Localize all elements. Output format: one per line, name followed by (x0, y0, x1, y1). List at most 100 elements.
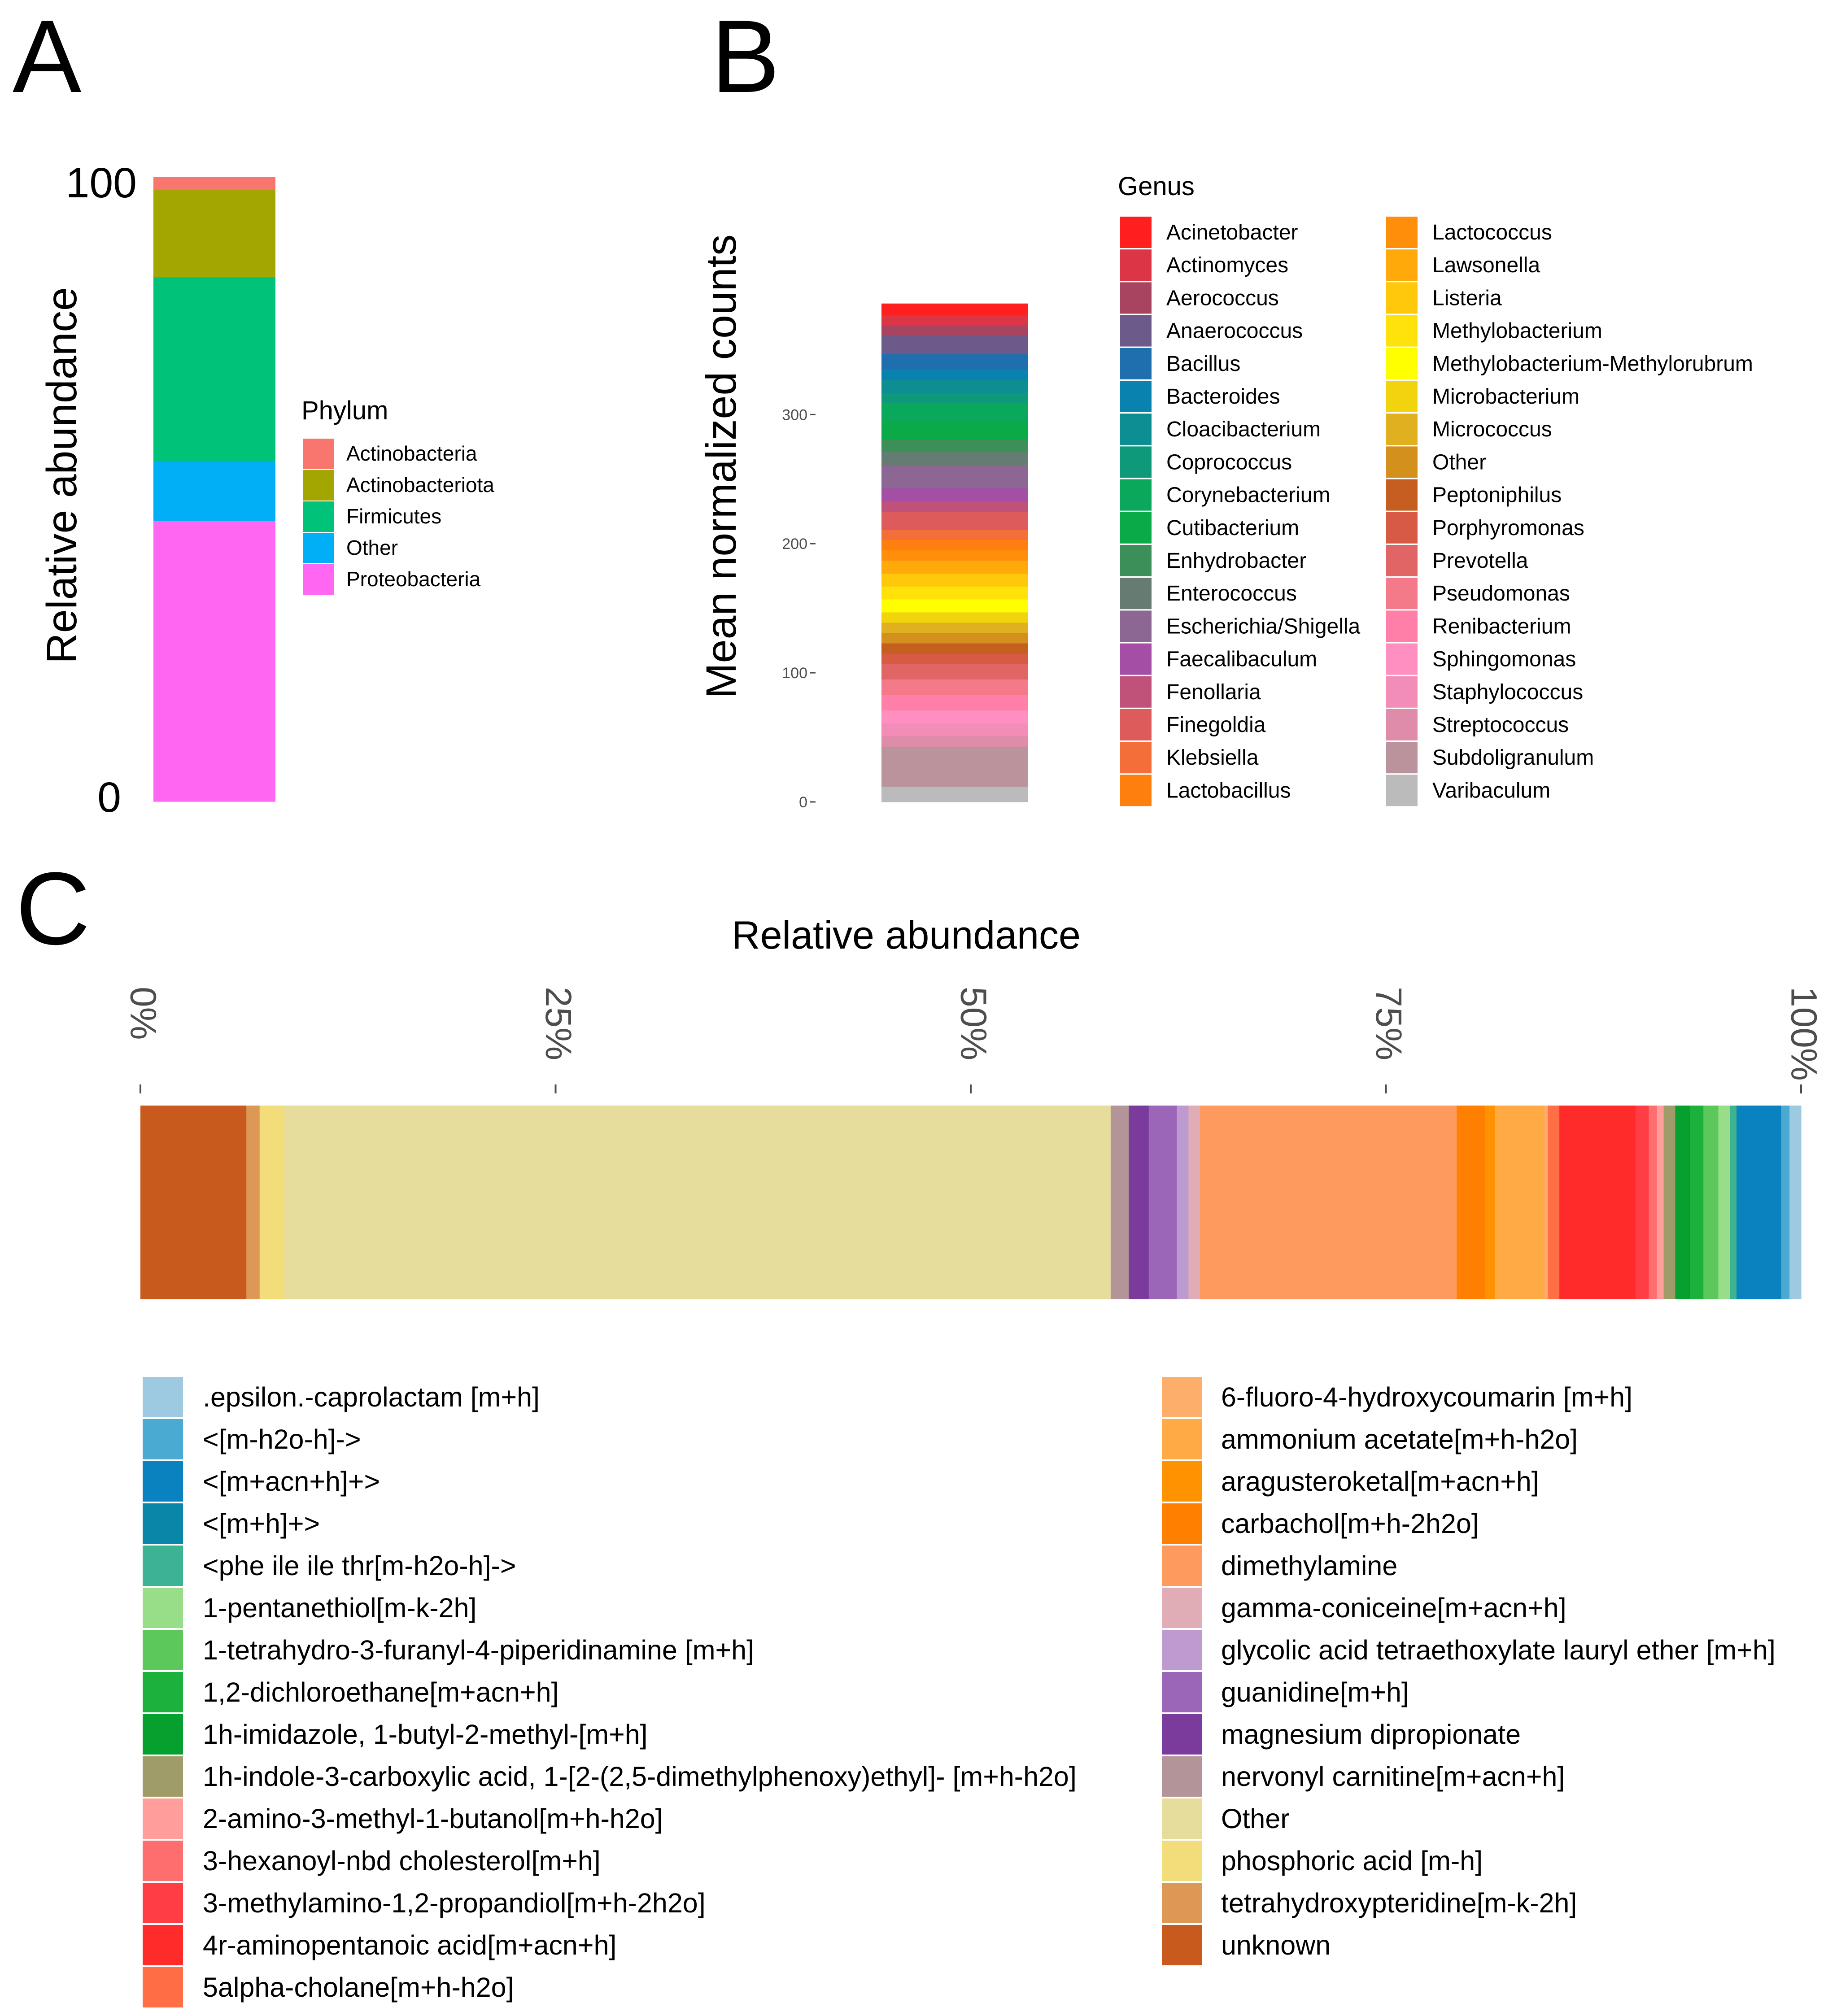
legend-label-actinobacteria: Actinobacteria (346, 442, 477, 465)
bar-segment-fenollaria (881, 501, 1028, 512)
bar-segment-coprococcus (881, 392, 1028, 404)
legend-label-4r-aminopentanoic-acid-m-acn-h: 4r-aminopentanoic acid[m+acn+h] (203, 1930, 616, 1960)
panel-b-stacked-bar (881, 303, 1028, 802)
legend-key-phe-ile-ile-thr-m-h2o-h (143, 1546, 183, 1586)
legend-key-1h-indole-3-carboxylic-acid-1-2-2-5-dimethylphenoxy-ethyl-m-h-h2o (143, 1756, 183, 1797)
legend-key-cutibacterium (1120, 512, 1152, 544)
legend-key-staphylococcus (1386, 676, 1418, 708)
legend-label-lactococcus: Lactococcus (1432, 221, 1552, 244)
legend-label-carbachol-m-h-2h2o: carbachol[m+h-2h2o] (1221, 1508, 1479, 1539)
legend-key-5alpha-cholane-m-h-h2o (143, 1967, 183, 2007)
legend-key-anaerococcus (1120, 315, 1152, 347)
panel-b-legend: Acinetobacter Actinomyces Aerococcus Anaero… (1120, 217, 1753, 806)
bar-segment-bacteroides (881, 369, 1028, 380)
legend-label-escherichia-shigella: Escherichia/Shigella (1166, 614, 1361, 638)
legend-label-cutibacterium: Cutibacterium (1166, 516, 1299, 540)
legend-key-bacillus (1120, 348, 1152, 379)
legend-label-unknown: unknown (1221, 1930, 1331, 1960)
legend-key-actinobacteriota (303, 470, 334, 501)
bar-segment-lawsonella (881, 560, 1028, 574)
bar-segment-prevotella (881, 663, 1028, 680)
bar-segment-microbacterium (881, 612, 1028, 623)
legend-label-lawsonella: Lawsonella (1432, 253, 1540, 277)
legend-key-fenollaria (1120, 676, 1152, 708)
bar-segment-micrococcus (881, 622, 1028, 633)
bar-segment-streptococcus (881, 736, 1028, 747)
panel-a-stacked-bar (153, 177, 275, 802)
y-tick-label-300: 300 (782, 406, 807, 423)
bar-segment-lactobacillus (881, 540, 1028, 551)
panel-b: B Mean normalized counts 0 100 200 300 Genu… (698, 0, 1753, 811)
legend-label-1-2-dichloroethane-m-acn-h: 1,2-dichloroethane[m+acn+h] (203, 1677, 559, 1707)
legend-label-3-hexanoyl-nbd-cholesterol-m-h: 3-hexanoyl-nbd cholesterol[m+h] (203, 1846, 601, 1876)
legend-label-listeria: Listeria (1432, 286, 1502, 310)
bar-segment-escherichia-shigella (881, 465, 1028, 489)
panel-a-ylabel: Relative abundance (38, 287, 86, 664)
bar-segment-ammonium-acetate-m-h-h2o (1495, 1106, 1545, 1299)
legend-key-tetrahydroxypteridine-m-k-2h (1162, 1883, 1202, 1923)
panel-c-x-axis: 0% 25% 50% 75% 100% (122, 987, 1824, 1093)
bar-segment-klebsiella (881, 529, 1028, 540)
panel-c-title: Relative abundance (732, 913, 1081, 957)
legend-key-sphingomonas (1386, 643, 1418, 675)
legend-key-streptococcus (1386, 709, 1418, 740)
legend-key-nervonyl-carnitine-m-acn-h (1162, 1756, 1202, 1797)
bar-segment-carbachol-m-h-2h2o (1457, 1106, 1485, 1299)
legend-label-phe-ile-ile-thr-m-h2o-h: <phe ile ile thr[m-h2o-h]-> (203, 1550, 516, 1581)
bar-segment-1-2-dichloroethane-m-acn-h (1690, 1106, 1704, 1299)
legend-key-corynebacterium (1120, 479, 1152, 511)
bar-segment-1h-imidazole-1-butyl-2-methyl-m-h (1675, 1106, 1691, 1299)
legend-key-1-tetrahydro-3-furanyl-4-piperidinamine-m-h (143, 1630, 183, 1670)
bar-segment-guanidine-m-h (1148, 1106, 1178, 1299)
legend-key-klebsiella (1120, 742, 1152, 774)
legend-label-1h-indole-3-carboxylic-acid-1-2-2-5-dimethylphenoxy-ethyl-m-h-h2o: 1h-indole-3-carboxylic acid, 1-[2-(2,5-d… (203, 1761, 1077, 1792)
legend-label-1-tetrahydro-3-furanyl-4-piperidinamine-m-h: 1-tetrahydro-3-furanyl-4-piperidinamine … (203, 1635, 754, 1665)
legend-key-1-pentanethiol-m-k-2h (143, 1588, 183, 1628)
legend-label-actinomyces: Actinomyces (1166, 253, 1288, 277)
panel-a-legend-title: Phylum (301, 396, 388, 425)
legend-key-proteobacteria (303, 564, 334, 595)
legend-key-aragusteroketal-m-acn-h (1162, 1461, 1202, 1502)
panel-a-ytick-bottom: 0 (97, 774, 121, 821)
panel-c-legend: .epsilon.-caprolactam [m+h] <[m-h2o-h]-> <… (143, 1377, 1776, 2007)
legend-key-gamma-coniceine-m-acn-h (1162, 1588, 1202, 1628)
legend-key-phosphoric-acid-m-h (1162, 1841, 1202, 1881)
panel-c-label: C (16, 851, 90, 966)
bar-segment-1h-indole-3-carboxylic-acid-1-2-2-5-dimethylphenoxy-ethyl-m-h-h2o (1663, 1106, 1676, 1299)
legend-label-ammonium-acetate-m-h-h2o: ammonium acetate[m+h-h2o] (1221, 1424, 1578, 1454)
x-tick-label-25: 25% (538, 987, 579, 1060)
bar-segment-listeria (881, 573, 1028, 587)
legend-key-epsilon-caprolactam-m-h (143, 1377, 183, 1417)
legend-label-other: Other (1432, 450, 1486, 474)
legend-key-enhydrobacter (1120, 545, 1152, 576)
legend-key-micrococcus (1386, 414, 1418, 445)
legend-key-actinobacteria (303, 439, 334, 469)
legend-label-actinobacteriota: Actinobacteriota (346, 473, 494, 496)
legend-label-glycolic-acid-tetraethoxylate-lauryl-ether-m-h: glycolic acid tetraethoxylate lauryl eth… (1221, 1635, 1776, 1665)
legend-label-bacteroides: Bacteroides (1166, 385, 1280, 409)
legend-label-aerococcus: Aerococcus (1166, 286, 1279, 310)
bar-segment-methylobacterium-methylorubrum (881, 599, 1028, 613)
bar-segment-other (153, 461, 275, 521)
legend-label-finegoldia: Finegoldia (1166, 713, 1266, 737)
legend-label-firmicutes: Firmicutes (346, 505, 441, 528)
bar-segment-proteobacteria (153, 520, 275, 802)
legend-label-guanidine-m-h: guanidine[m+h] (1221, 1677, 1409, 1707)
legend-label-corynebacterium: Corynebacterium (1166, 483, 1330, 507)
legend-key-varibaculum (1386, 775, 1418, 806)
legend-label-micrococcus: Micrococcus (1432, 418, 1552, 441)
legend-key-methylobacterium (1386, 315, 1418, 347)
legend-key-actinomyces (1120, 249, 1152, 281)
legend-key-carbachol-m-h-2h2o (1162, 1503, 1202, 1544)
legend-key-listeria (1386, 282, 1418, 314)
legend-label-aragusteroketal-m-acn-h: aragusteroketal[m+acn+h] (1221, 1466, 1539, 1497)
legend-label-coprococcus: Coprococcus (1166, 450, 1292, 474)
legend-label-prevotella: Prevotella (1432, 549, 1528, 573)
legend-label-fenollaria: Fenollaria (1166, 680, 1261, 704)
bar-segment-corynebacterium (881, 403, 1028, 422)
legend-label-porphyromonas: Porphyromonas (1432, 516, 1584, 540)
legend-label-nervonyl-carnitine-m-acn-h: nervonyl carnitine[m+acn+h] (1221, 1761, 1565, 1792)
bar-segment-2-amino-3-methyl-1-butanol-m-h-h2o (1657, 1106, 1664, 1299)
legend-label-6-fluoro-4-hydroxycoumarin-m-h: 6-fluoro-4-hydroxycoumarin [m+h] (1221, 1382, 1632, 1412)
legend-key-firmicutes (303, 501, 334, 532)
